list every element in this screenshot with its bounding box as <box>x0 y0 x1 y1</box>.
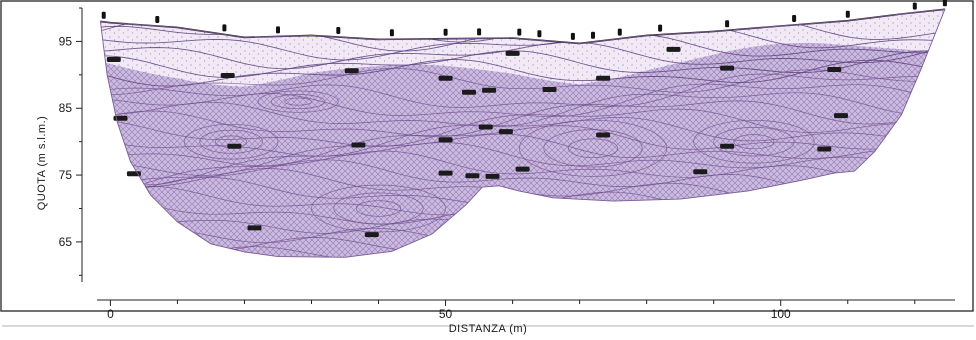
contour-loop <box>713 127 795 157</box>
contour-loop <box>518 119 668 177</box>
y-tick-label: 85 <box>59 101 73 115</box>
contour-line <box>100 125 945 167</box>
resistivity-block <box>505 50 520 56</box>
ground-surface <box>99 8 946 258</box>
resistivity-block <box>827 67 842 72</box>
electrode-marker <box>517 28 522 36</box>
electrode-marker <box>845 10 850 18</box>
resistivity-block <box>364 232 379 238</box>
electrode-marker <box>617 28 622 36</box>
contour-loop <box>311 184 446 233</box>
contour-loop <box>693 119 815 164</box>
electrode-marker <box>792 15 797 22</box>
y-axis: 95 85 75 65 <box>59 7 83 282</box>
x-axis: 0 50 100 <box>97 299 955 321</box>
electrode-markers <box>101 0 947 40</box>
resistivity-block <box>666 46 681 52</box>
electrode-marker <box>222 24 227 32</box>
contour-loop <box>333 192 424 225</box>
resistivity-block <box>720 65 735 71</box>
electrode-marker <box>155 16 160 23</box>
contour-loop <box>199 129 263 154</box>
contour-loop <box>284 97 312 106</box>
section-outline <box>99 8 946 258</box>
y-tick-label: 95 <box>59 34 73 48</box>
contour-line <box>100 92 945 127</box>
resistivity-block <box>834 113 848 119</box>
electrode-marker <box>101 11 106 19</box>
electrode-marker <box>336 27 341 34</box>
resistivity-block <box>462 89 476 95</box>
x-tick-label: 50 <box>439 307 453 321</box>
x-tick-label: 100 <box>771 307 791 321</box>
resistivity-block <box>438 137 453 143</box>
contour-line <box>100 33 945 61</box>
resistivity-block <box>720 143 735 149</box>
contour-line <box>100 150 945 195</box>
contour-loop <box>257 90 339 113</box>
contour-loop <box>270 94 326 110</box>
contour-loop <box>183 123 279 160</box>
contour-line <box>100 41 945 70</box>
electrode-marker <box>477 28 482 36</box>
resistivity-block <box>465 173 480 179</box>
contour-line <box>100 67 945 96</box>
electrode-marker <box>443 28 448 36</box>
electrode-marker <box>725 20 730 28</box>
electrode-marker <box>591 31 595 39</box>
resistivity-block <box>596 75 611 81</box>
contour-loop <box>733 134 775 150</box>
y-tick-label: 75 <box>59 168 73 182</box>
electrode-marker <box>912 2 917 10</box>
resistivity-block <box>344 68 359 74</box>
electrode-marker <box>658 24 663 32</box>
electrode-marker <box>537 30 542 38</box>
resistivity-block <box>351 142 366 148</box>
resistivity-block <box>106 57 121 62</box>
resistivity-block <box>693 169 708 175</box>
contour-line <box>100 59 945 87</box>
x-tick-label: 0 <box>107 307 114 321</box>
electrode-marker <box>276 26 280 34</box>
resistivity-block <box>438 75 453 81</box>
resistivity-block <box>478 124 493 130</box>
contour-line <box>100 100 945 137</box>
resistivity-block <box>227 143 242 149</box>
y-tick-label: 65 <box>59 235 73 249</box>
electrode-marker <box>570 32 575 40</box>
resistivity-block <box>438 170 453 176</box>
contour-loop <box>543 129 643 168</box>
x-axis-label: DISTANZA (m) <box>449 323 528 335</box>
resistivity-block <box>596 132 611 138</box>
contour-loop <box>568 138 618 159</box>
resistivity-block <box>498 129 513 135</box>
contour-loop <box>355 200 402 217</box>
contour-line <box>100 50 945 78</box>
contour-line <box>100 108 945 147</box>
resistivity-block <box>515 166 530 172</box>
y-axis-label: QUOTA (m s.l.m.) <box>36 116 48 211</box>
resistivity-block <box>482 87 497 93</box>
resistivity-block <box>485 173 500 179</box>
electrode-marker <box>389 29 394 37</box>
near-surface-layer <box>100 9 945 87</box>
section-body <box>100 9 945 258</box>
resistivity-block <box>817 146 832 152</box>
contour-line <box>100 83 945 118</box>
resistivity-block <box>247 225 262 231</box>
contour-line <box>100 73 945 108</box>
resistivity-block <box>220 73 235 78</box>
electrode-marker <box>942 0 947 7</box>
resistivity-block <box>542 87 557 92</box>
